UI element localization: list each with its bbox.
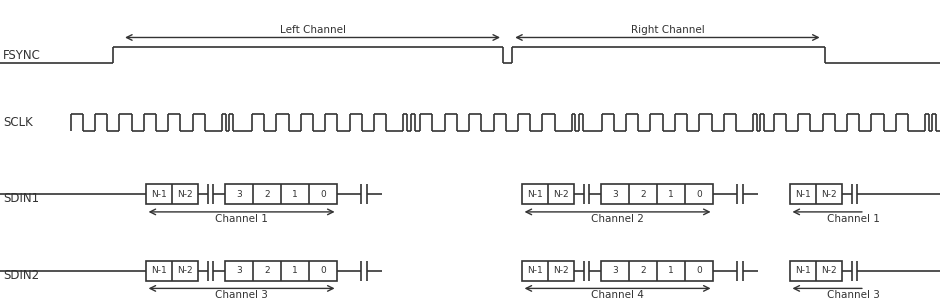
Bar (146, 261, 198, 281)
Text: N-1: N-1 (527, 266, 542, 275)
Text: Left Channel: Left Channel (280, 25, 346, 35)
Text: N-2: N-2 (554, 190, 569, 199)
Text: SDIN1: SDIN1 (3, 192, 39, 205)
Text: N-2: N-2 (554, 266, 569, 275)
Text: 1: 1 (668, 190, 674, 199)
Text: 1: 1 (292, 190, 298, 199)
Text: SDIN2: SDIN2 (3, 269, 39, 282)
Text: 1: 1 (292, 266, 298, 275)
Text: 3: 3 (612, 190, 618, 199)
Text: Channel 1: Channel 1 (215, 214, 268, 224)
Text: N-2: N-2 (178, 266, 193, 275)
Bar (790, 184, 842, 204)
Text: 0: 0 (321, 190, 326, 199)
Text: 3: 3 (612, 266, 618, 275)
Text: N-1: N-1 (795, 190, 810, 199)
Text: N-1: N-1 (795, 266, 810, 275)
Text: FSYNC: FSYNC (3, 49, 40, 62)
Text: 3: 3 (236, 266, 242, 275)
Text: N-2: N-2 (822, 190, 837, 199)
Text: 2: 2 (640, 266, 646, 275)
Bar (790, 261, 842, 281)
Text: 2: 2 (640, 190, 646, 199)
Bar (522, 261, 574, 281)
Text: Channel 3: Channel 3 (215, 290, 268, 300)
Text: Channel 2: Channel 2 (591, 214, 644, 224)
Bar (225, 184, 337, 204)
Text: 3: 3 (236, 190, 242, 199)
Text: Right Channel: Right Channel (631, 25, 704, 35)
Text: SCLK: SCLK (3, 116, 33, 129)
Text: Channel 1: Channel 1 (827, 214, 880, 224)
Bar (225, 261, 337, 281)
Text: Channel 3: Channel 3 (827, 290, 880, 300)
Text: N-1: N-1 (527, 190, 542, 199)
Text: 0: 0 (697, 266, 702, 275)
Text: 2: 2 (264, 266, 270, 275)
Text: N-2: N-2 (822, 266, 837, 275)
Text: N-1: N-1 (151, 266, 166, 275)
Bar (601, 184, 713, 204)
Text: Channel 4: Channel 4 (591, 290, 644, 300)
Bar (522, 184, 574, 204)
Text: N-1: N-1 (151, 190, 166, 199)
Bar (601, 261, 713, 281)
Text: 2: 2 (264, 190, 270, 199)
Text: 1: 1 (668, 266, 674, 275)
Text: N-2: N-2 (178, 190, 193, 199)
Text: 0: 0 (697, 190, 702, 199)
Bar (146, 184, 198, 204)
Text: 0: 0 (321, 266, 326, 275)
